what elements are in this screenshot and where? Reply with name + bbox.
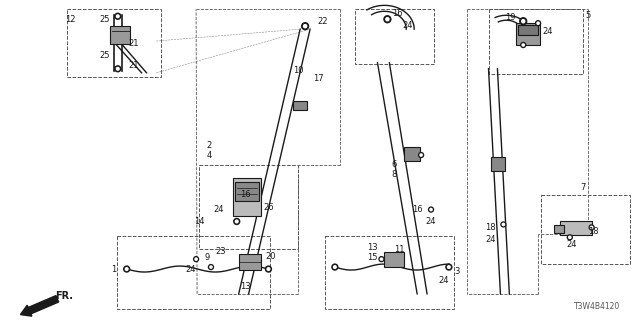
Bar bbox=[516, 23, 540, 45]
Circle shape bbox=[446, 264, 452, 270]
Text: 24: 24 bbox=[426, 217, 436, 226]
Circle shape bbox=[447, 266, 450, 268]
Text: 3: 3 bbox=[454, 267, 460, 276]
Circle shape bbox=[195, 258, 197, 260]
Circle shape bbox=[267, 268, 270, 270]
Circle shape bbox=[567, 235, 572, 240]
FancyArrow shape bbox=[20, 296, 59, 316]
Circle shape bbox=[536, 21, 541, 26]
Text: 16: 16 bbox=[412, 205, 422, 214]
Text: 13: 13 bbox=[241, 282, 251, 292]
Bar bbox=[554, 225, 564, 233]
Text: 9: 9 bbox=[204, 253, 210, 262]
Text: 19: 19 bbox=[505, 13, 516, 22]
Circle shape bbox=[125, 268, 128, 270]
Text: 11: 11 bbox=[394, 245, 404, 254]
Circle shape bbox=[210, 266, 212, 268]
Circle shape bbox=[116, 15, 119, 18]
Circle shape bbox=[520, 18, 527, 25]
Text: 24: 24 bbox=[186, 265, 196, 274]
Text: 8: 8 bbox=[392, 170, 397, 180]
Circle shape bbox=[501, 222, 506, 227]
Circle shape bbox=[522, 20, 525, 23]
Circle shape bbox=[303, 25, 307, 28]
Circle shape bbox=[429, 207, 433, 212]
Text: 24: 24 bbox=[566, 240, 577, 249]
Text: 6: 6 bbox=[392, 160, 397, 170]
Circle shape bbox=[419, 153, 424, 157]
Circle shape bbox=[521, 43, 525, 47]
Bar bbox=[404, 147, 420, 161]
Text: 5: 5 bbox=[585, 11, 590, 20]
Text: FR.: FR. bbox=[55, 291, 73, 301]
Text: 21: 21 bbox=[129, 61, 139, 70]
Text: 22: 22 bbox=[317, 17, 328, 26]
Bar bbox=[233, 178, 260, 215]
Text: 7: 7 bbox=[580, 183, 586, 192]
Circle shape bbox=[589, 225, 594, 230]
Bar bbox=[560, 221, 591, 235]
Circle shape bbox=[234, 219, 240, 224]
Circle shape bbox=[115, 13, 121, 19]
Circle shape bbox=[209, 265, 213, 269]
Circle shape bbox=[502, 223, 504, 226]
Circle shape bbox=[591, 226, 593, 228]
Text: 25: 25 bbox=[100, 52, 110, 60]
Circle shape bbox=[115, 66, 121, 72]
Circle shape bbox=[384, 16, 391, 23]
Bar bbox=[518, 25, 538, 35]
Circle shape bbox=[537, 22, 540, 24]
Text: T3W4B4120: T3W4B4120 bbox=[575, 302, 621, 311]
Text: 24: 24 bbox=[214, 205, 224, 214]
Circle shape bbox=[236, 220, 238, 223]
Text: 16: 16 bbox=[241, 190, 251, 199]
Circle shape bbox=[194, 257, 198, 262]
Text: 2: 2 bbox=[206, 140, 212, 150]
Text: 1: 1 bbox=[111, 265, 116, 274]
Text: 24: 24 bbox=[438, 276, 449, 285]
Text: 17: 17 bbox=[313, 74, 323, 83]
Text: 23: 23 bbox=[216, 247, 226, 256]
Text: 24: 24 bbox=[402, 21, 413, 30]
Circle shape bbox=[379, 257, 384, 262]
Circle shape bbox=[386, 18, 389, 21]
Circle shape bbox=[420, 154, 422, 156]
Text: 4: 4 bbox=[206, 150, 212, 160]
Circle shape bbox=[301, 23, 308, 30]
Bar bbox=[293, 100, 307, 110]
Circle shape bbox=[332, 264, 338, 270]
Text: 25: 25 bbox=[100, 15, 110, 24]
Circle shape bbox=[333, 266, 336, 268]
Bar bbox=[239, 254, 260, 270]
Text: 18: 18 bbox=[588, 227, 599, 236]
Text: 12: 12 bbox=[65, 15, 76, 24]
Text: 18: 18 bbox=[485, 223, 496, 232]
Text: 15: 15 bbox=[367, 253, 378, 262]
Text: 13: 13 bbox=[367, 243, 378, 252]
Bar bbox=[235, 182, 259, 201]
Circle shape bbox=[430, 208, 432, 211]
Text: 26: 26 bbox=[263, 203, 274, 212]
Text: 14: 14 bbox=[194, 217, 204, 226]
Circle shape bbox=[569, 236, 571, 238]
Text: 24: 24 bbox=[485, 235, 496, 244]
Circle shape bbox=[124, 266, 130, 272]
Text: 10: 10 bbox=[293, 66, 303, 75]
Text: 20: 20 bbox=[265, 252, 276, 261]
Bar bbox=[110, 26, 130, 44]
Circle shape bbox=[380, 258, 383, 260]
Circle shape bbox=[522, 44, 524, 46]
Bar bbox=[385, 252, 404, 267]
Circle shape bbox=[116, 68, 119, 70]
Circle shape bbox=[266, 266, 271, 272]
Text: 21: 21 bbox=[129, 38, 139, 48]
Bar bbox=[492, 157, 506, 171]
Text: 16: 16 bbox=[392, 9, 403, 18]
Text: 24: 24 bbox=[543, 27, 553, 36]
